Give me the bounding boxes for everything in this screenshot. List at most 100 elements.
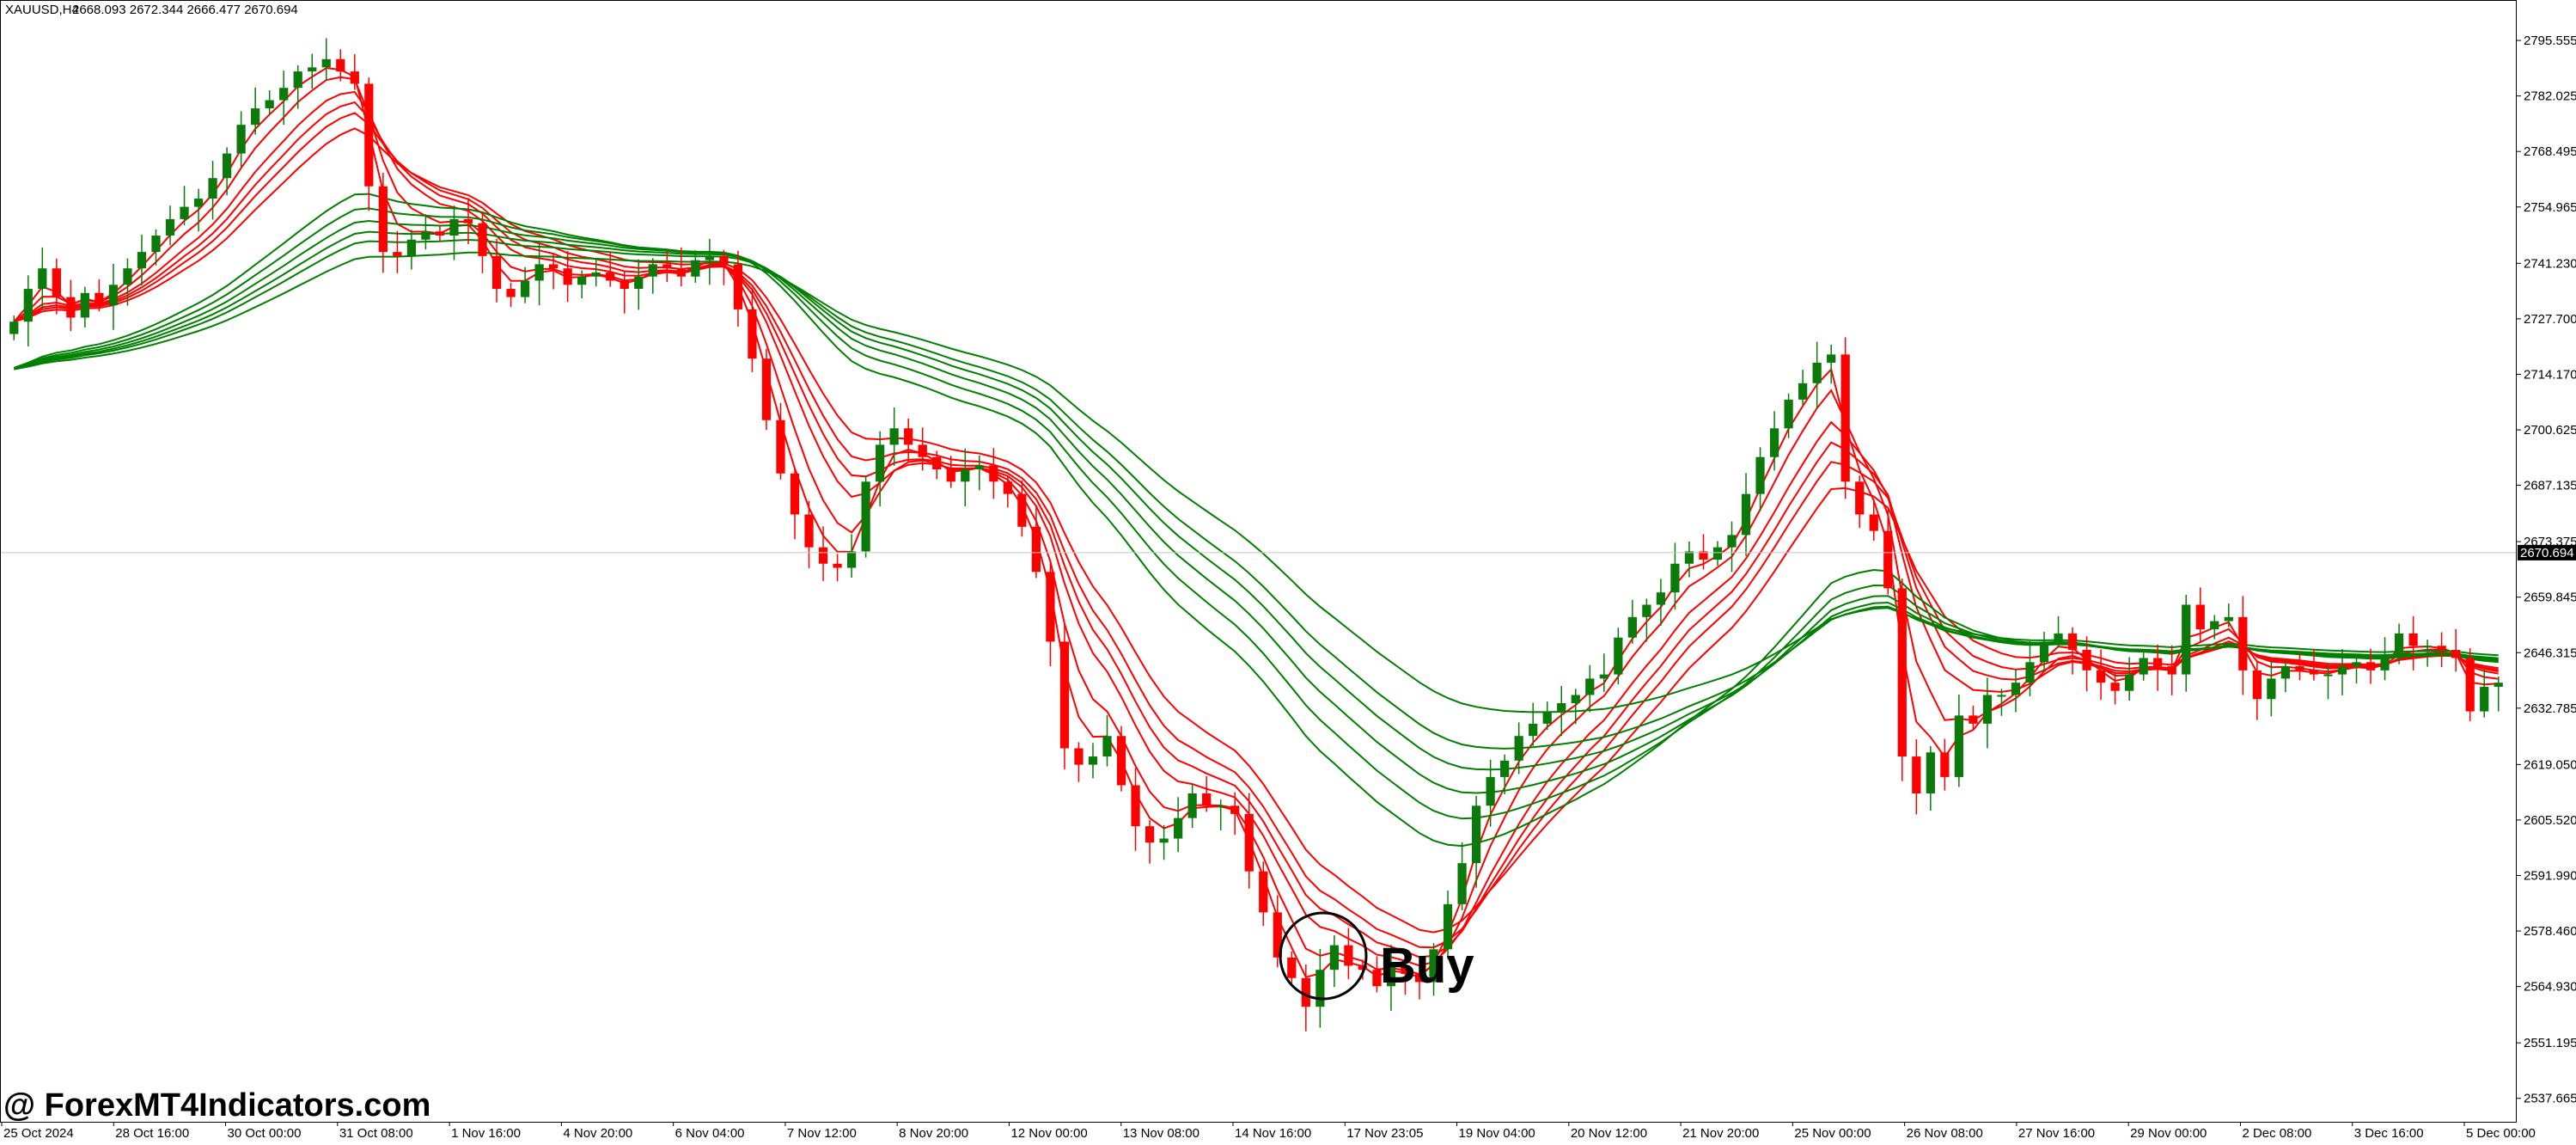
candle-body [2337,666,2347,675]
candle [918,427,927,471]
candle [1244,793,1254,889]
candle-body [364,83,374,187]
candle-body [1259,871,1268,913]
candle [491,238,502,303]
price-tick-label: 2632.785 [2524,701,2576,716]
slow-ema-line [14,238,2499,750]
candle-body [989,465,998,482]
candle [790,467,800,540]
candle-body [1614,637,1623,675]
candle-body [108,285,119,306]
candle-body [95,292,104,306]
candle [1145,820,1155,864]
candle [676,247,686,287]
candle [946,456,955,488]
candle [2096,649,2106,701]
candle-body [1159,838,1169,843]
candle-body [1727,535,1737,548]
price-tick-label: 2591.990 [2524,868,2576,883]
candle [449,205,459,260]
candle [208,161,217,220]
candle-body [2054,633,2063,642]
price-tick-label: 2714.170 [2524,367,2576,382]
candle-body [2365,662,2376,670]
candle [1159,824,1169,860]
candle [1614,628,1623,685]
candle-body [1131,785,1140,827]
candle-body [1883,530,1893,589]
watermark-text: @ ForexMT4Indicators.com [3,1087,430,1124]
candle [2337,649,2347,695]
candle [1486,759,1495,827]
candle-body [2025,662,2035,683]
candle-body [861,481,870,552]
candle [1585,664,1595,713]
price-tick-label: 2687.135 [2524,478,2576,493]
candle-body [1031,526,1041,572]
candle-body [1755,456,1765,494]
candle-body [1088,756,1098,765]
candle [378,172,388,273]
candle [393,230,402,273]
candle [1259,861,1268,927]
candle-body [1003,481,1012,494]
price-tick-label: 2619.050 [2524,757,2576,772]
candle [2067,627,2078,675]
candle [2082,636,2091,692]
candle-body [1500,760,1510,777]
candle-body [2182,604,2191,675]
time-tick-label: 17 Nov 23:05 [1346,1126,1423,1141]
candle [2408,615,2418,670]
time-tick-label: 13 Nov 08:00 [1123,1126,1199,1141]
candle [534,243,544,306]
candle [1372,956,1382,993]
time-tick-label: 25 Oct 2024 [3,1126,74,1141]
candle [2110,672,2120,705]
candle [293,64,302,109]
price-tick-label: 2754.965 [2524,200,2576,215]
candle-body [577,276,587,285]
candle-body [2167,666,2176,675]
time-tick-label: 5 Dec 00:00 [2466,1126,2536,1141]
candle [2025,640,2035,696]
candle-body [137,252,147,269]
candle-body [1230,805,1240,814]
candle-body [1202,793,1212,806]
candle [861,475,870,558]
candle-body [634,276,644,290]
candle [733,250,743,327]
candle-body [1174,817,1183,839]
candle [1883,510,1893,595]
candle [606,251,615,287]
candle-body [2011,683,2021,695]
candle-body [534,264,544,281]
time-tick-label: 3 Dec 16:00 [2354,1126,2424,1141]
candle [1131,768,1140,851]
candle-body [961,469,970,482]
candle-body [2380,658,2390,670]
candle [1571,689,1580,725]
candle-body [1344,945,1353,966]
candle [520,266,530,303]
candle [1599,653,1608,693]
candle [1202,775,1212,812]
time-tick-label: 1 Nov 16:00 [451,1126,521,1141]
candle-body [1542,711,1552,724]
candle-body [435,231,445,236]
candle [2494,677,2503,712]
candle-body [1401,965,1410,974]
candle-body [1046,572,1055,642]
candle-body [23,289,33,322]
candle [1712,541,1723,566]
price-tick-label: 2551.195 [2524,1036,2576,1050]
candle [620,271,629,314]
candle [876,431,885,506]
candle [563,251,572,303]
candle [2238,596,2248,695]
time-tick-label: 4 Nov 20:00 [563,1126,632,1141]
candle-body [1571,695,1580,704]
price-tick-label: 2659.845 [2524,591,2576,605]
candle [776,402,785,480]
